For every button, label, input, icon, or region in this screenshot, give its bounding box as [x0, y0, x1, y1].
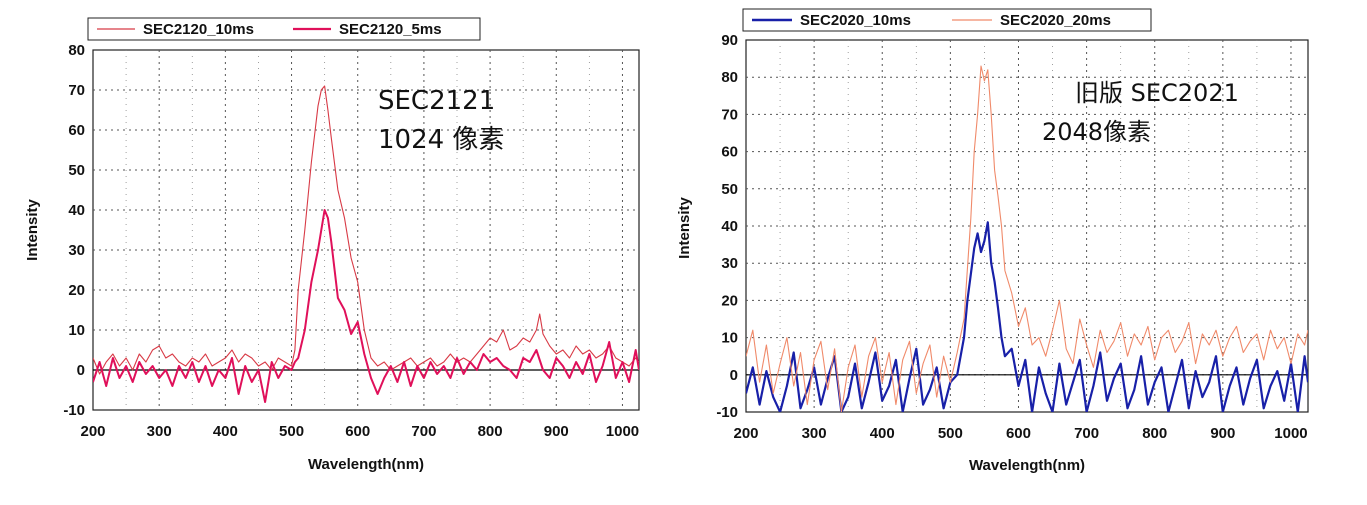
- annotation-model: 旧版 SEC2021: [1075, 79, 1239, 107]
- x-tick-label: 1000: [606, 423, 639, 440]
- x-tick-labels: 200 300 400 500 600 700 800 900 1000: [80, 423, 639, 440]
- y-tick-label: 60: [68, 122, 85, 139]
- x-tick-label: 300: [802, 425, 827, 442]
- series-line-0: [746, 221, 1308, 412]
- x-tick-label: 600: [1006, 425, 1031, 442]
- x-axis-label: Wavelength(nm): [969, 457, 1085, 474]
- series-group: [93, 85, 639, 403]
- series-group: [746, 65, 1308, 412]
- x-tick-label: 400: [213, 423, 238, 440]
- y-tick-label: 10: [721, 330, 738, 347]
- x-tick-label: 700: [1074, 425, 1099, 442]
- y-tick-label: 30: [68, 242, 85, 259]
- y-tick-label: 20: [68, 282, 85, 299]
- x-tick-labels: 200 300 400 500 600 700 800 900 1000: [733, 425, 1307, 442]
- x-tick-label: 500: [938, 425, 963, 442]
- x-tick-label: 700: [411, 423, 436, 440]
- legend: SEC2020_10ms SEC2020_20ms: [742, 8, 1152, 32]
- y-tick-labels: -10 0 10 20 30 40 50 60 70 80 90: [716, 32, 738, 421]
- x-tick-label: 300: [147, 423, 172, 440]
- y-tick-label: 90: [721, 32, 738, 49]
- series-line-0: [93, 85, 639, 375]
- y-tick-label: 0: [77, 362, 85, 379]
- legend-box: [87, 17, 481, 41]
- x-tick-label: 400: [870, 425, 895, 442]
- legend-entry: SEC2120_10ms: [143, 21, 254, 38]
- y-tick-label: 50: [721, 181, 738, 198]
- y-tick-label: 10: [68, 322, 85, 339]
- x-tick-label: 800: [1142, 425, 1167, 442]
- y-axis-label: Intensity: [676, 197, 693, 259]
- x-tick-label: 800: [478, 423, 503, 440]
- grid: [93, 50, 639, 410]
- x-tick-label: 900: [1210, 425, 1235, 442]
- x-axis-label: Wavelength(nm): [308, 456, 424, 473]
- x-tick-label: 200: [733, 425, 758, 442]
- chart-left: 200 300 400 500 600 700 800 900 1000 -10 0 10 20 30 4…: [24, 17, 640, 473]
- annotation-pixels: 1024 像素: [378, 125, 504, 155]
- legend-entry: SEC2020_20ms: [1000, 12, 1111, 29]
- chart-right: 200 300 400 500 600 700 800 900 1000 -10 0 10 20 30 4…: [676, 8, 1309, 474]
- y-tick-label: -10: [63, 402, 85, 419]
- annotation-pixels: 2048像素: [1042, 118, 1151, 146]
- annotation-model: SEC2121: [378, 86, 495, 116]
- y-tick-labels: -10 0 10 20 30 40 50 60 70 80: [63, 42, 85, 419]
- x-tick-label: 900: [544, 423, 569, 440]
- x-tick-label: 200: [80, 423, 105, 440]
- y-tick-label: 70: [721, 106, 738, 123]
- y-tick-label: 0: [730, 367, 738, 384]
- x-tick-label: 600: [345, 423, 370, 440]
- legend-entry: SEC2120_5ms: [339, 21, 442, 38]
- y-tick-label: 20: [721, 292, 738, 309]
- plot-area: [92, 49, 640, 411]
- legend: SEC2120_10ms SEC2120_5ms: [87, 17, 481, 41]
- series-line-1: [93, 209, 639, 403]
- x-tick-label: 1000: [1274, 425, 1307, 442]
- y-tick-label: -10: [716, 404, 738, 421]
- x-tick-label: 500: [279, 423, 304, 440]
- y-tick-label: 40: [721, 218, 738, 235]
- y-axis-label: Intensity: [24, 199, 41, 261]
- y-tick-label: 80: [68, 42, 85, 59]
- y-tick-label: 50: [68, 162, 85, 179]
- y-tick-label: 70: [68, 82, 85, 99]
- y-tick-label: 80: [721, 69, 738, 86]
- legend-entry: SEC2020_10ms: [800, 12, 911, 29]
- y-tick-label: 30: [721, 255, 738, 272]
- legend-box: [742, 8, 1152, 32]
- series-line-1: [746, 65, 1308, 412]
- y-tick-label: 40: [68, 202, 85, 219]
- y-tick-label: 60: [721, 144, 738, 161]
